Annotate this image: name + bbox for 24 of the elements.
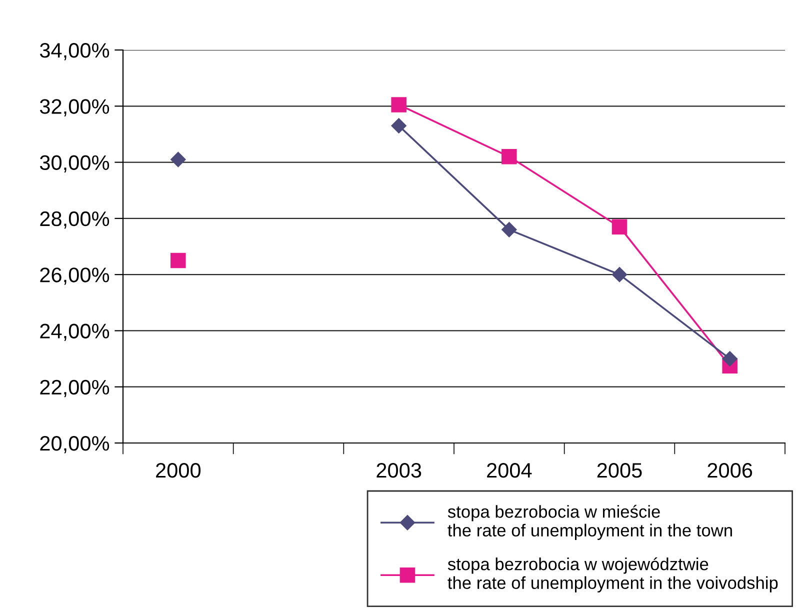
x-tick-label: 2003	[376, 462, 422, 478]
point	[612, 219, 628, 234]
y-tick-label: 32,00%	[40, 99, 110, 116]
y-tick-label: 26,00%	[40, 268, 110, 285]
x-tick-label: 2004	[487, 462, 532, 478]
x-tick-label: 2005	[597, 462, 642, 478]
x-tick-label: 2000	[156, 462, 201, 478]
point	[612, 267, 628, 282]
point	[170, 152, 186, 168]
point	[391, 118, 406, 134]
point	[502, 149, 517, 164]
y-tick-label: 30,00%	[40, 155, 110, 172]
y-tick-label: 28,00%	[40, 211, 110, 229]
point	[170, 252, 186, 268]
y-tick-label: 24,00%	[40, 324, 110, 341]
legend-label: stopa bezrobocia w województwie the rate of unemployment in the voivodship	[448, 557, 778, 592]
x-tick-label: 2006	[708, 462, 752, 478]
legend-label: stopa bezrobocia w mieście the rate of unemployment in the town	[448, 504, 732, 540]
y-tick-label: 20,00%	[40, 436, 110, 454]
point	[722, 351, 738, 366]
y-tick-label: 22,00%	[40, 380, 110, 398]
point	[502, 222, 517, 238]
point	[391, 97, 406, 112]
y-tick-label: 34,00%	[40, 43, 110, 60]
